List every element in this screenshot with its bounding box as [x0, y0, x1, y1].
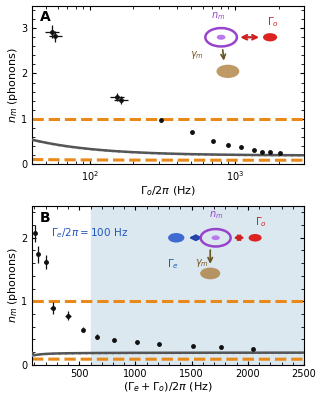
Text: $\Gamma_o$: $\Gamma_o$ [267, 15, 279, 28]
Bar [90, 206, 304, 364]
Text: A: A [40, 10, 51, 24]
Circle shape [217, 35, 225, 40]
X-axis label: $\left(\Gamma_e + \Gamma_o\right) / 2\pi$ (Hz): $\left(\Gamma_e + \Gamma_o\right) / 2\pi… [123, 381, 213, 394]
Text: $n_m$: $n_m$ [211, 10, 225, 22]
Text: $n_m$: $n_m$ [209, 209, 223, 221]
Text: $\Gamma_o$: $\Gamma_o$ [255, 215, 267, 229]
Text: $\gamma_m$: $\gamma_m$ [195, 257, 209, 269]
Circle shape [200, 268, 220, 279]
Y-axis label: $n_m$ (phonons): $n_m$ (phonons) [5, 247, 20, 323]
X-axis label: $\Gamma_o / 2\pi$ (Hz): $\Gamma_o / 2\pi$ (Hz) [140, 184, 196, 198]
Circle shape [249, 234, 262, 242]
Circle shape [263, 33, 277, 41]
Text: $\gamma_m$: $\gamma_m$ [190, 49, 204, 61]
Y-axis label: $n_m$ (phonons): $n_m$ (phonons) [5, 47, 20, 123]
Text: $\Gamma_e/2\pi = 100$ Hz: $\Gamma_e/2\pi = 100$ Hz [51, 227, 128, 240]
Circle shape [212, 235, 220, 240]
Circle shape [168, 233, 185, 242]
Text: $\Gamma_e$: $\Gamma_e$ [167, 257, 180, 270]
Circle shape [216, 65, 239, 78]
Text: B: B [40, 211, 51, 225]
